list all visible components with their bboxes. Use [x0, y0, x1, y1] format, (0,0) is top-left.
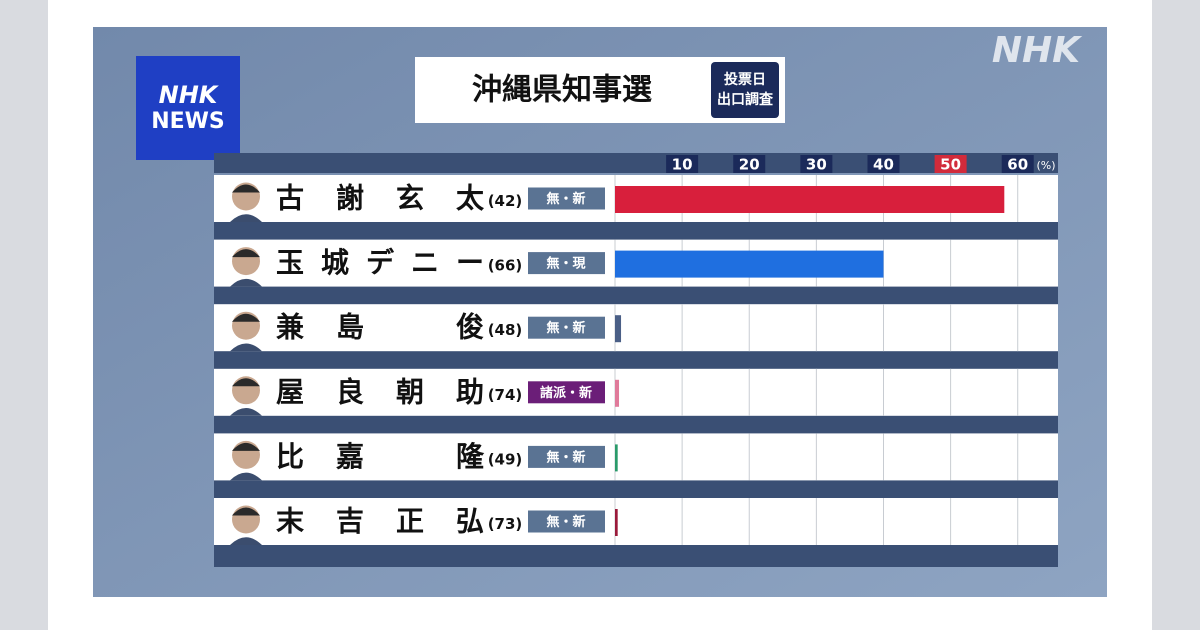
x-unit: (%)	[1036, 159, 1055, 172]
row-bg	[214, 304, 1058, 352]
photo-body	[230, 278, 262, 287]
badge-text: 投票日	[724, 72, 766, 88]
bar	[615, 186, 1005, 213]
photo-body	[230, 472, 262, 481]
bar	[615, 250, 884, 278]
header-band	[214, 153, 1058, 173]
x-tick-label: 50	[940, 156, 961, 174]
party-label: 無・新	[546, 449, 585, 465]
party-label: 無・新	[546, 514, 585, 530]
party-label: 無・新	[546, 320, 585, 336]
tick-box	[800, 155, 833, 173]
photo-hair	[232, 507, 260, 516]
bar	[615, 444, 618, 472]
tick-box	[867, 155, 900, 173]
x-tick-label: 10	[672, 156, 693, 174]
party-box	[528, 510, 605, 533]
candidate-age: (73)	[488, 515, 523, 533]
candidate-age: (74)	[488, 386, 523, 404]
chart-title: 沖縄県知事選	[472, 73, 652, 108]
tick-box	[733, 155, 766, 173]
x-tick-label: 20	[739, 156, 760, 174]
candidate-age: (49)	[488, 450, 523, 468]
logo-text: NHK	[159, 81, 220, 109]
photo-body	[230, 537, 262, 545]
photo-body	[230, 343, 262, 352]
party-label: 無・現	[546, 256, 585, 272]
row-bg	[214, 433, 1058, 481]
party-box	[528, 316, 605, 339]
x-tick-label: 60	[1007, 156, 1028, 174]
photo-hair	[232, 378, 260, 387]
party-box	[528, 381, 605, 404]
watermark: NHK	[992, 30, 1083, 71]
photo-body	[230, 408, 262, 416]
logo-box	[136, 56, 240, 160]
bar	[615, 315, 622, 343]
tick-box	[934, 155, 967, 173]
logo-text: NEWS	[151, 109, 225, 134]
tick-box	[1001, 155, 1034, 173]
badge-text: 出口調査	[717, 91, 774, 108]
party-box	[528, 252, 605, 275]
photo-body	[230, 214, 262, 222]
bar	[615, 509, 618, 536]
party-box	[528, 187, 605, 210]
tick-box	[666, 155, 699, 173]
party-label: 諸派・新	[540, 385, 592, 401]
candidate-age: (42)	[488, 192, 523, 210]
bar	[615, 379, 620, 407]
photo-hair	[232, 249, 260, 258]
photo-hair	[232, 442, 260, 451]
photo-hair	[232, 184, 260, 193]
row-bg	[214, 498, 1058, 545]
row-bg	[214, 368, 1058, 416]
photo-hair	[232, 313, 260, 322]
x-tick-label: 30	[806, 156, 827, 174]
party-label: 無・新	[546, 191, 585, 207]
candidate-age: (66)	[488, 257, 523, 275]
candidate-age: (48)	[488, 321, 523, 339]
party-box	[528, 445, 605, 468]
x-tick-label: 40	[873, 156, 894, 174]
badge-box	[711, 62, 779, 118]
